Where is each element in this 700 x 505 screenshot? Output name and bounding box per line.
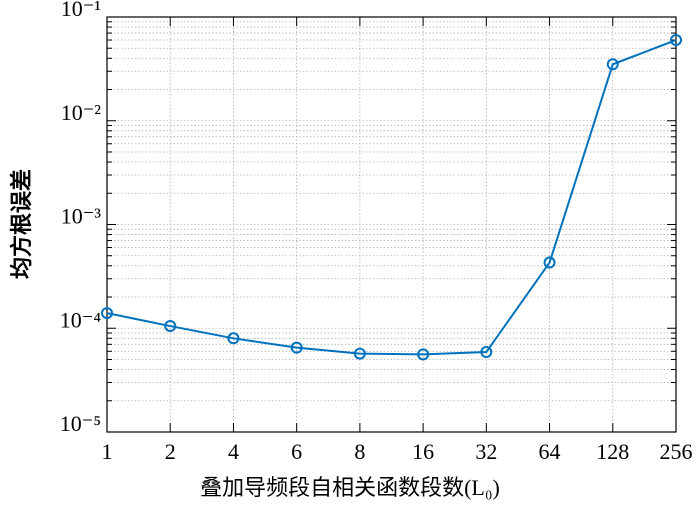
- plot-frame: [106, 16, 677, 433]
- x-tick-label: 32: [475, 439, 497, 464]
- data-point: [164, 320, 177, 333]
- data-point: [227, 332, 240, 345]
- x-tick-label: 8: [354, 439, 365, 464]
- x-tick-label: 16: [412, 439, 434, 464]
- data-point: [417, 348, 430, 361]
- data-point: [353, 347, 366, 360]
- data-point: [101, 307, 113, 320]
- y-tick-label: 10⁻³: [61, 204, 102, 229]
- y-tick-label: 10⁻⁵: [60, 411, 101, 436]
- x-tick-label: 64: [539, 439, 561, 464]
- x-tick-label: 128: [596, 439, 629, 464]
- y-tick-label: 10⁻²: [61, 100, 102, 125]
- data-line: [106, 39, 677, 356]
- x-tick-label: 6: [291, 439, 302, 464]
- y-tick-label: 10⁻⁴: [60, 307, 102, 332]
- x-axis-label: 叠加导频段自相关函数段数(L₀): [200, 475, 500, 500]
- data-point: [606, 58, 619, 71]
- x-tick-label: 1: [102, 439, 113, 464]
- x-tick-label: 2: [165, 439, 176, 464]
- x-tick-label: 256: [660, 439, 693, 464]
- data-point: [543, 256, 556, 269]
- data-point: [670, 34, 682, 47]
- y-axis-label: 均方根误差: [9, 169, 34, 279]
- data-point: [480, 346, 493, 359]
- y-tick-label: 10⁻¹: [61, 0, 101, 21]
- x-tick-label: 4: [228, 439, 239, 464]
- data-point: [290, 341, 303, 354]
